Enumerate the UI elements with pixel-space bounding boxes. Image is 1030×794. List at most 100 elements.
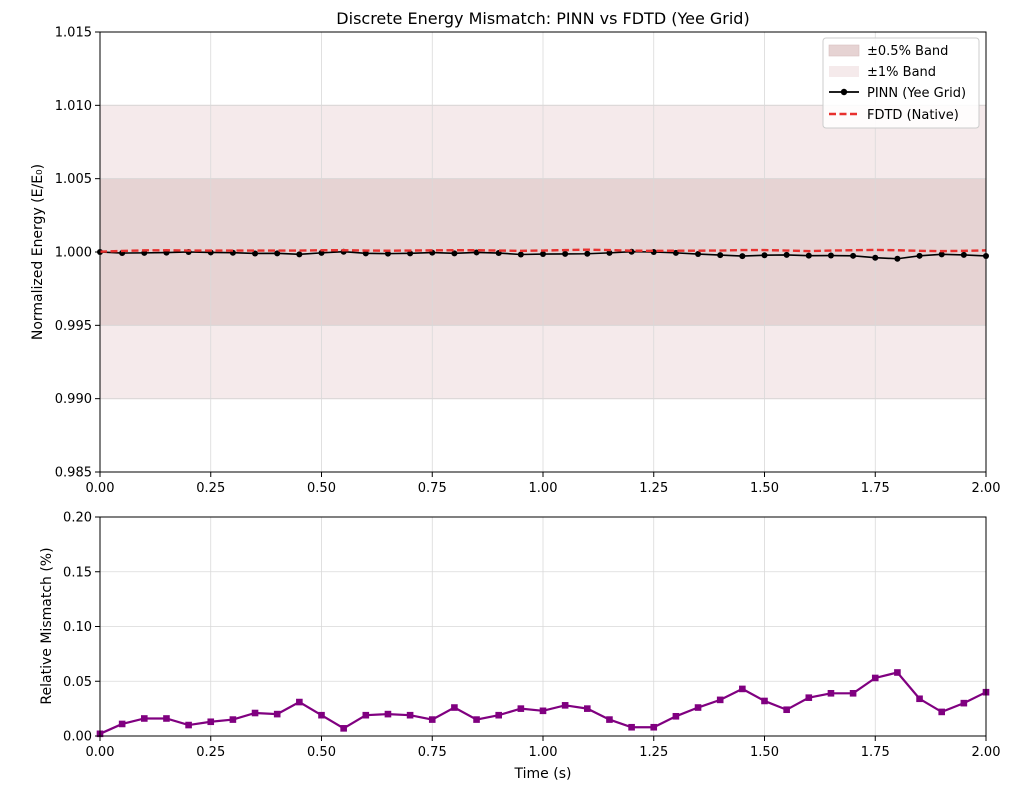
mismatch-point bbox=[384, 710, 392, 718]
pinn-point bbox=[672, 249, 679, 256]
legend-fdtd-label: FDTD (Native) bbox=[867, 108, 959, 123]
legend: ±0.5% Band ±1% Band PINN (Yee Grid) FDTD… bbox=[822, 37, 980, 129]
mismatch-point bbox=[251, 709, 259, 717]
mismatch-point bbox=[849, 689, 857, 697]
mismatch-point bbox=[406, 711, 414, 719]
bottom-xtick-label: 0.25 bbox=[196, 745, 225, 760]
pinn-point bbox=[805, 252, 812, 259]
top-ytick-label: 1.005 bbox=[55, 172, 92, 187]
mismatch-point bbox=[163, 715, 170, 722]
pinn-point bbox=[362, 250, 369, 257]
mismatch-point bbox=[628, 723, 635, 731]
mismatch-point bbox=[783, 706, 790, 714]
top-xtick-label: 0.50 bbox=[307, 481, 336, 496]
mismatch-point bbox=[185, 721, 192, 729]
energy-panel: 0.00 0.25 0.50 0.75 1.00 1.25 1.50 1.75 2.00 0.9… bbox=[30, 9, 1000, 496]
legend-band-05-swatch bbox=[828, 44, 860, 57]
top-ytick-label: 0.990 bbox=[55, 392, 92, 407]
mismatch-point bbox=[561, 702, 569, 709]
top-y-axis-label: Normalized Energy (E/E₀) bbox=[30, 164, 46, 340]
pinn-point bbox=[960, 251, 967, 258]
legend-band-1-label: ±1% Band bbox=[867, 65, 936, 80]
mismatch-point bbox=[606, 716, 613, 723]
pinn-point bbox=[850, 252, 857, 259]
pinn-point bbox=[451, 250, 458, 257]
top-xtick-label: 1.50 bbox=[750, 481, 779, 496]
mismatch-point bbox=[118, 720, 126, 728]
mismatch-point bbox=[805, 694, 813, 701]
mismatch-point bbox=[761, 697, 768, 705]
mismatch-point bbox=[672, 712, 680, 720]
legend-box bbox=[822, 37, 980, 129]
bottom-xtick-label: 0.50 bbox=[307, 745, 336, 760]
mismatch-point bbox=[650, 723, 658, 731]
legend-band-05-label: ±0.5% Band bbox=[867, 44, 948, 59]
pinn-point bbox=[517, 251, 524, 258]
pinn-point bbox=[783, 251, 790, 258]
bottom-xtick-label: 1.25 bbox=[639, 745, 668, 760]
bottom-ytick-label: 0.15 bbox=[63, 565, 92, 580]
mismatch-point bbox=[318, 711, 325, 719]
bottom-xtick-label: 1.50 bbox=[750, 745, 779, 760]
bottom-xtick-label: 1.75 bbox=[861, 745, 890, 760]
pinn-point bbox=[384, 250, 391, 257]
legend-pinn-label: PINN (Yee Grid) bbox=[867, 86, 966, 101]
bottom-x-ticks: 0.00 0.25 0.50 0.75 1.00 1.25 1.50 1.75 2.00 bbox=[86, 736, 1001, 760]
pinn-point bbox=[761, 252, 768, 259]
pinn-point bbox=[739, 253, 746, 260]
pinn-point bbox=[717, 252, 724, 259]
pinn-point bbox=[252, 250, 259, 257]
mismatch-point bbox=[273, 710, 281, 718]
top-ytick-label: 0.995 bbox=[55, 319, 92, 334]
top-ytick-label: 1.010 bbox=[55, 99, 92, 114]
top-series-group bbox=[97, 248, 989, 262]
bottom-xtick-label: 0.00 bbox=[86, 745, 115, 760]
mismatch-point bbox=[716, 696, 724, 704]
bottom-y-ticks: 0.00 0.05 0.10 0.15 0.20 bbox=[63, 511, 100, 745]
bottom-ytick-label: 0.10 bbox=[63, 620, 92, 635]
bottom-x-axis-label: Time (s) bbox=[514, 766, 572, 782]
mismatch-point bbox=[207, 718, 215, 726]
mismatch-point bbox=[362, 711, 370, 719]
mismatch-point bbox=[539, 707, 547, 715]
top-xtick-label: 1.00 bbox=[529, 481, 558, 496]
top-xtick-label: 2.00 bbox=[972, 481, 1001, 496]
pinn-point bbox=[827, 252, 834, 259]
bottom-ytick-label: 0.20 bbox=[63, 511, 92, 526]
bottom-xtick-label: 2.00 bbox=[972, 745, 1001, 760]
pinn-point bbox=[894, 255, 901, 262]
top-xtick-label: 0.25 bbox=[196, 481, 225, 496]
pinn-point bbox=[540, 251, 546, 258]
mismatch-panel: 0.00 0.25 0.50 0.75 1.00 1.25 1.50 1.75 2.00 0.0… bbox=[39, 511, 1000, 783]
pinn-point bbox=[274, 250, 281, 257]
bottom-xtick-label: 1.00 bbox=[529, 745, 558, 760]
mismatch-point bbox=[517, 705, 525, 712]
mismatch-point bbox=[871, 674, 879, 682]
mismatch-point bbox=[739, 685, 746, 693]
mismatch-point bbox=[428, 716, 436, 723]
chart-title: Discrete Energy Mismatch: PINN vs FDTD (… bbox=[336, 9, 749, 28]
mismatch-point bbox=[960, 699, 968, 707]
mismatch-point bbox=[451, 704, 458, 711]
pinn-point bbox=[407, 250, 414, 257]
mismatch-point bbox=[938, 708, 945, 716]
mismatch-point bbox=[473, 716, 480, 723]
bottom-series-group bbox=[96, 669, 990, 738]
pinn-point bbox=[938, 251, 945, 258]
legend-band-1-swatch bbox=[829, 66, 859, 77]
pinn-point bbox=[296, 251, 303, 258]
top-ytick-label: 1.000 bbox=[55, 246, 92, 261]
mismatch-point bbox=[894, 669, 901, 676]
mismatch-point bbox=[141, 715, 148, 722]
mismatch-point bbox=[584, 705, 591, 712]
bottom-xtick-label: 0.75 bbox=[418, 745, 447, 760]
top-y-ticks: 0.985 0.990 0.995 1.000 1.005 1.010 1.015 bbox=[55, 26, 100, 481]
pinn-point bbox=[872, 254, 879, 261]
legend-pinn-marker bbox=[840, 88, 848, 96]
top-ytick-label: 1.015 bbox=[55, 26, 92, 41]
pinn-point bbox=[562, 250, 569, 257]
pinn-point bbox=[695, 251, 702, 258]
mismatch-point bbox=[916, 695, 923, 703]
pinn-point bbox=[916, 252, 923, 259]
